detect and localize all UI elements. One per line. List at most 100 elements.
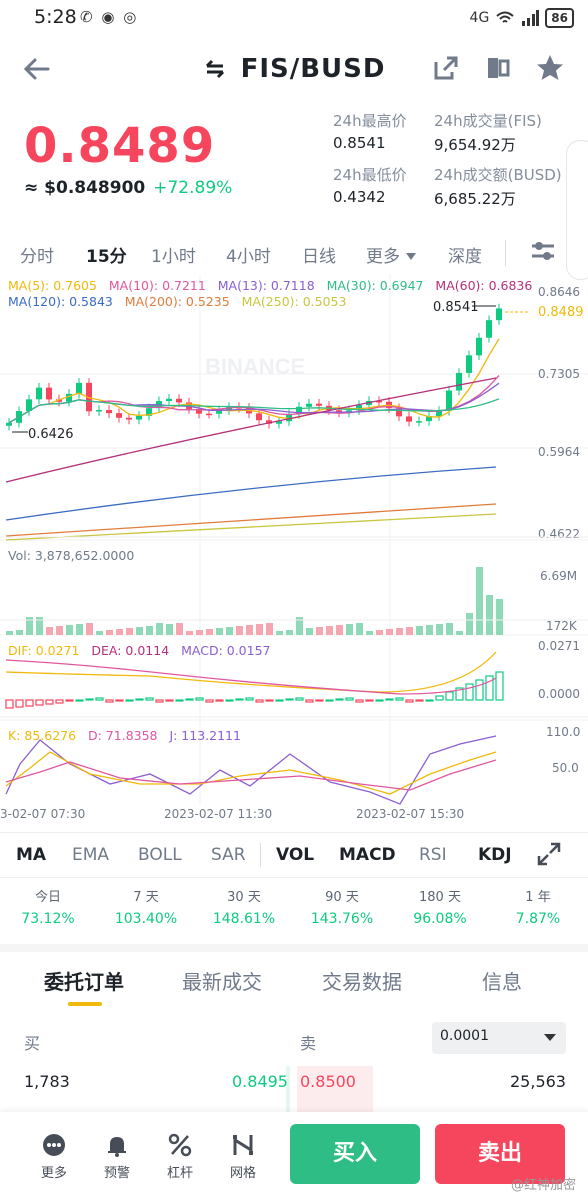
axis-macd-2: 0.0000 (538, 687, 580, 701)
ind-vol[interactable]: VOL (276, 845, 315, 865)
tab-latest-trades[interactable]: 最新成交 (182, 970, 262, 994)
volume-bar (136, 627, 143, 635)
legend-ma10: MA(10): 0.7211 (108, 278, 206, 293)
settings-sliders-icon[interactable] (530, 238, 556, 269)
low-label: 24h最低价 (333, 166, 407, 184)
status-bar: 5:28 ✆ ◉ ◎ 4G 86 (0, 0, 588, 36)
legend-ma5: MA(5): 0.7605 (8, 278, 97, 293)
macd-group (5, 651, 504, 709)
tab-trade-data[interactable]: 交易数据 (322, 970, 402, 994)
macd-bar (455, 687, 464, 701)
tab-order-book[interactable]: 委托订单 (44, 970, 124, 994)
macd-bar (175, 699, 184, 702)
volume-bar (196, 630, 203, 635)
kline-svg: BINANCE 0.8646 0.8489 0.7305 0.5964 0.46… (0, 274, 588, 821)
macd-legend: DIF: 0.0271 DEA: 0.0114 MACD: 0.0157 (8, 643, 271, 658)
candle-body (46, 387, 52, 400)
macd-bar (165, 699, 174, 702)
candle-body (26, 399, 32, 412)
layout-icon[interactable] (482, 52, 514, 84)
grid-button[interactable]: 网格 (221, 1132, 265, 1181)
tab-4h[interactable]: 4小时 (226, 247, 271, 267)
legend-ma250: MA(250): 0.5053 (241, 294, 347, 309)
candle-body (416, 421, 422, 423)
more-button[interactable]: 更多 (32, 1132, 76, 1181)
kdj-group (5, 735, 497, 805)
tab-info[interactable]: 信息 (482, 970, 522, 994)
perf-label: 1 年 (525, 890, 551, 905)
buy-button[interactable]: 买入 (290, 1124, 420, 1184)
pair-title[interactable]: FIS/BUSD (0, 54, 588, 84)
ind-ma[interactable]: MA (16, 845, 47, 865)
kline-chart[interactable]: BINANCE 0.8646 0.8489 0.7305 0.5964 0.46… (0, 274, 588, 830)
candle-body (466, 355, 472, 373)
macd-bar (5, 699, 14, 709)
grid-label: 网格 (229, 1166, 256, 1181)
macd-bar (25, 699, 34, 707)
buy-header: 买 (24, 1034, 41, 1053)
ind-kdj[interactable]: KDJ (478, 845, 512, 865)
volume-bar (496, 599, 503, 635)
axis-kdj-2: 50.0 (552, 761, 579, 775)
order-tabs: 委托订单 最新成交 交易数据 信息 (0, 952, 588, 1008)
perf-value: 148.61% (212, 911, 276, 927)
margin-button[interactable]: 杠杆 (158, 1132, 202, 1181)
volume-bar (336, 625, 343, 635)
axis-macd-1: 0.0271 (538, 639, 580, 653)
star-icon[interactable] (534, 52, 566, 84)
volume-bar (26, 617, 33, 635)
side-handle[interactable] (566, 140, 588, 280)
interval-tabs: 分时 15分 1小时 4小时 日线 更多 深度 (0, 238, 588, 270)
pair-name: FIS/BUSD (240, 54, 386, 84)
macd-bar (435, 695, 444, 701)
tab-time[interactable]: 分时 (20, 247, 54, 267)
alert-button[interactable]: 预警 (95, 1132, 139, 1181)
perf-label: 今日 (34, 890, 61, 905)
header-actions (430, 52, 566, 84)
ma200-line (5, 503, 497, 537)
volume-bar (116, 629, 123, 635)
ask-price[interactable]: 0.8500 (300, 1072, 356, 1091)
ind-ema[interactable]: EMA (72, 845, 110, 865)
volume-bar (466, 613, 473, 635)
candle-body (196, 408, 202, 414)
macd-bar (65, 699, 74, 702)
tab-1h[interactable]: 1小时 (151, 247, 196, 267)
sell-button[interactable]: 卖出 (435, 1124, 565, 1184)
tab-15m[interactable]: 15分 (86, 247, 127, 267)
ma5-line (8, 338, 500, 424)
legend-ma200: MA(200): 0.5235 (124, 294, 230, 309)
bid-price[interactable]: 0.8495 (232, 1072, 288, 1091)
back-arrow-icon[interactable] (20, 52, 54, 86)
share-icon[interactable] (430, 52, 462, 84)
volume-bar (166, 624, 173, 635)
ma30-line (8, 398, 500, 424)
tab-more[interactable]: 更多 (366, 242, 417, 267)
cell-signal-icon (522, 10, 540, 26)
perf-30d: 30 天 148.61% (196, 886, 292, 927)
high-label: 24h最高价 (333, 112, 407, 130)
candle-body (286, 414, 292, 422)
brand-watermark: BINANCE (205, 354, 305, 379)
legend-k: K: 85.6276 (8, 728, 77, 743)
volume-bar (396, 628, 403, 635)
last-price: 0.8489 (24, 118, 216, 174)
tab-1d[interactable]: 日线 (302, 247, 336, 267)
volume-bar (446, 623, 453, 635)
tab-depth[interactable]: 深度 (448, 247, 482, 267)
legend-ma30: MA(30): 0.6947 (326, 278, 424, 293)
ind-sar[interactable]: SAR (211, 845, 246, 865)
volume-bar (406, 627, 413, 635)
fullscreen-icon[interactable] (536, 841, 562, 872)
bid-qty: 1,783 (24, 1072, 70, 1091)
ind-boll[interactable]: BOLL (138, 845, 182, 865)
precision-select[interactable]: 0.0001 (432, 1022, 566, 1054)
volume-bar (376, 630, 383, 635)
candle-body (436, 410, 442, 417)
volume-bar (316, 627, 323, 635)
ind-rsi[interactable]: RSI (419, 845, 447, 865)
d-line (5, 759, 497, 791)
candle-body (396, 408, 402, 417)
ind-macd[interactable]: MACD (339, 845, 396, 865)
tab-divider (505, 240, 506, 266)
